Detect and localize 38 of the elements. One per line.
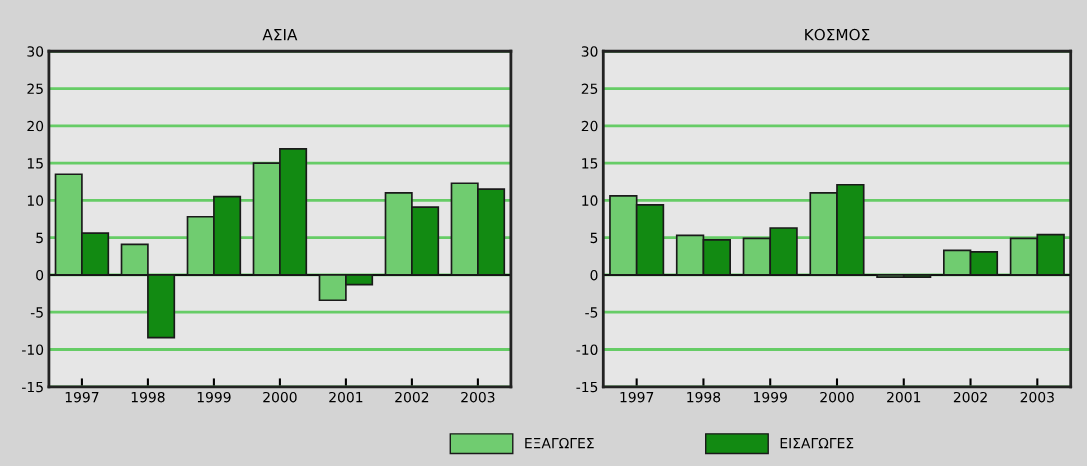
x-tick-label: 1998 [687, 391, 721, 403]
y-tick-label: 25 [581, 83, 598, 95]
x-tick-label: 1999 [197, 391, 231, 403]
chart-title: ΑΣΙΑ [262, 29, 298, 41]
y-tick-label: 10 [27, 195, 44, 206]
x-tick-label: 1999 [754, 391, 787, 403]
y-tick-label: 30 [27, 46, 44, 57]
y-tick-label: 5 [590, 232, 598, 244]
y-tick-label: 10 [582, 195, 598, 206]
x-tick-label: 2002 [953, 391, 987, 403]
y-tick-label: 0 [36, 269, 44, 281]
y-tick-label: 0 [590, 269, 598, 281]
y-tick-label: 25 [27, 83, 43, 95]
y-tick-label: 30 [581, 46, 598, 57]
x-tick-label: 1997 [65, 391, 99, 403]
x-tick-label: 2003 [1020, 391, 1054, 403]
y-tick-label: -15 [22, 381, 43, 393]
y-tick-label: -5 [30, 307, 43, 318]
legend-label: ΕΙΣΑΓΩΓΕΣ [780, 437, 854, 449]
y-tick-label: -5 [585, 307, 598, 318]
x-tick-label: 2001 [329, 391, 363, 403]
x-tick-label: 2002 [395, 391, 429, 403]
y-tick-label: 15 [27, 158, 43, 169]
y-tick-label: 5 [36, 232, 43, 244]
legend-label: ΕΞΑΓΩΓΕΣ [525, 437, 594, 449]
y-tick-label: -10 [22, 344, 44, 355]
x-tick-label: 1998 [131, 391, 165, 403]
y-tick-label: -15 [576, 381, 598, 393]
x-tick-label: 2001 [887, 391, 921, 403]
y-tick-label: 15 [582, 158, 598, 169]
x-tick-label: 2000 [263, 391, 297, 403]
y-tick-label: 20 [581, 120, 598, 132]
x-tick-label: 1997 [620, 391, 654, 403]
y-tick-label: 20 [27, 120, 44, 132]
x-tick-label: 2003 [461, 391, 495, 403]
chart-title: ΚΟΣΜΟΣ [805, 28, 870, 41]
y-tick-label: -10 [576, 344, 598, 355]
x-tick-label: 2000 [820, 391, 854, 403]
